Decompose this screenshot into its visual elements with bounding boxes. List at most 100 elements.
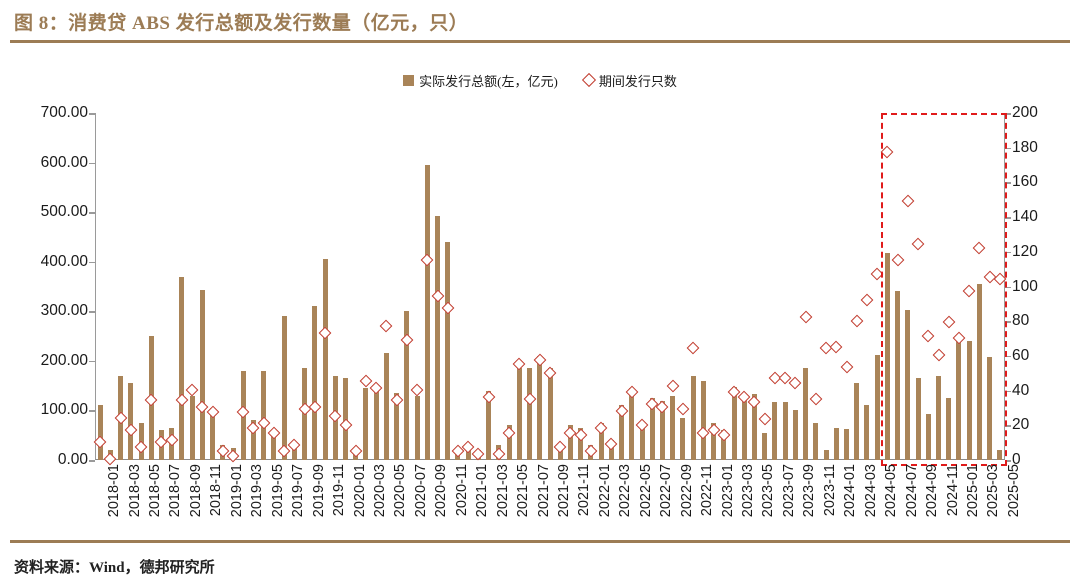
x-tick-label: 2019-03 bbox=[249, 464, 266, 518]
bar[interactable] bbox=[199, 290, 205, 460]
bar[interactable] bbox=[690, 375, 696, 460]
y-tick-left bbox=[89, 360, 95, 363]
y-tick-right bbox=[1005, 286, 1011, 288]
bar[interactable] bbox=[772, 401, 778, 460]
bar[interactable] bbox=[751, 394, 757, 460]
bar[interactable] bbox=[435, 216, 441, 460]
bar[interactable] bbox=[557, 450, 563, 460]
bar[interactable] bbox=[844, 429, 850, 460]
bar[interactable] bbox=[128, 383, 134, 460]
bar[interactable] bbox=[486, 390, 492, 460]
bar[interactable] bbox=[649, 398, 655, 460]
bar[interactable] bbox=[731, 386, 737, 460]
y-tick-label-left: 100.00 bbox=[40, 401, 88, 419]
y-tick-label-left: 500.00 bbox=[40, 203, 88, 221]
bar[interactable] bbox=[680, 417, 686, 460]
y-tick-label-left: 400.00 bbox=[40, 252, 88, 270]
x-tick-label: 2020-09 bbox=[433, 464, 450, 518]
bar[interactable] bbox=[608, 440, 614, 460]
bar[interactable] bbox=[670, 395, 676, 460]
x-tick-label: 2023-05 bbox=[760, 464, 777, 518]
bar[interactable] bbox=[864, 405, 870, 460]
bar[interactable] bbox=[659, 400, 665, 460]
x-tick-label: 2024-05 bbox=[883, 464, 900, 518]
bar[interactable] bbox=[291, 445, 297, 460]
bar[interactable] bbox=[792, 410, 798, 460]
bar[interactable] bbox=[741, 398, 747, 460]
bar[interactable] bbox=[619, 405, 625, 460]
bar[interactable] bbox=[373, 388, 379, 460]
bar[interactable] bbox=[782, 401, 788, 460]
figure-title: 图 8：消费贷 ABS 发行总额及发行数量（亿元，只） bbox=[14, 13, 469, 34]
bar[interactable] bbox=[567, 425, 573, 460]
bar[interactable] bbox=[854, 383, 860, 460]
bar[interactable] bbox=[537, 355, 543, 460]
bar[interactable] bbox=[250, 420, 256, 460]
bar[interactable] bbox=[578, 427, 584, 460]
bar[interactable] bbox=[946, 398, 952, 460]
y-tick-label-right: 40 bbox=[1012, 381, 1030, 399]
bar[interactable] bbox=[629, 388, 635, 460]
bar[interactable] bbox=[394, 393, 400, 460]
x-tick-label: 2023-01 bbox=[719, 464, 736, 518]
bar[interactable] bbox=[874, 354, 880, 460]
y-tick-right bbox=[1005, 251, 1011, 254]
legend-label: 实际发行总额(左，亿元) bbox=[419, 73, 558, 89]
bar[interactable] bbox=[884, 252, 890, 460]
bar[interactable] bbox=[281, 316, 287, 460]
y-tick-right bbox=[1005, 113, 1011, 115]
bar[interactable] bbox=[271, 432, 277, 460]
bar[interactable] bbox=[527, 368, 533, 460]
bar[interactable] bbox=[404, 311, 410, 460]
bar[interactable] bbox=[424, 165, 430, 460]
title-divider-top bbox=[10, 40, 1070, 43]
bar[interactable] bbox=[895, 291, 901, 460]
bar[interactable] bbox=[210, 407, 216, 460]
bar[interactable] bbox=[762, 432, 768, 460]
bar[interactable] bbox=[97, 405, 103, 460]
bar[interactable] bbox=[833, 427, 839, 460]
x-tick-label: 2024-01 bbox=[842, 464, 859, 518]
bar[interactable] bbox=[813, 422, 819, 460]
bar[interactable] bbox=[445, 241, 451, 460]
bar[interactable] bbox=[189, 395, 195, 460]
bar[interactable] bbox=[803, 368, 809, 460]
bar[interactable] bbox=[956, 341, 962, 460]
bar[interactable] bbox=[516, 368, 522, 460]
legend-item-2[interactable]: 期间发行只数 bbox=[581, 71, 677, 90]
bar[interactable] bbox=[179, 276, 185, 460]
bar[interactable] bbox=[383, 353, 389, 460]
source-note: 资料来源：Wind，德邦研究所 bbox=[14, 560, 215, 576]
bar[interactable] bbox=[322, 259, 328, 460]
bar[interactable] bbox=[905, 310, 911, 460]
bar[interactable] bbox=[925, 414, 931, 460]
bar[interactable] bbox=[700, 380, 706, 460]
bar[interactable] bbox=[711, 422, 717, 460]
bar[interactable] bbox=[721, 430, 727, 460]
bar[interactable] bbox=[936, 375, 942, 460]
bar[interactable] bbox=[312, 306, 318, 460]
y-tick-left bbox=[89, 311, 95, 313]
bar[interactable] bbox=[363, 388, 369, 460]
bar[interactable] bbox=[598, 422, 604, 460]
x-tick-label: 2023-03 bbox=[740, 464, 757, 518]
bar[interactable] bbox=[823, 450, 829, 460]
bar[interactable] bbox=[547, 368, 553, 460]
bar[interactable] bbox=[915, 378, 921, 460]
y-tick-label-right: 60 bbox=[1012, 346, 1030, 364]
y-tick-label-right: 160 bbox=[1012, 173, 1038, 191]
bar[interactable] bbox=[976, 284, 982, 460]
legend-diamond-icon bbox=[581, 72, 596, 88]
bar[interactable] bbox=[506, 425, 512, 460]
x-tick-label: 2021-05 bbox=[515, 464, 532, 518]
legend-item-1[interactable]: 实际发行总额(左，亿元) bbox=[403, 71, 558, 90]
bar[interactable] bbox=[261, 370, 267, 460]
x-tick-label: 2021-09 bbox=[556, 464, 572, 518]
bar[interactable] bbox=[987, 356, 993, 460]
bar[interactable] bbox=[414, 395, 420, 460]
x-tick-label: 2021-07 bbox=[535, 464, 552, 518]
bar[interactable] bbox=[639, 422, 645, 460]
bar[interactable] bbox=[966, 341, 972, 460]
y-tick-label-left: 200.00 bbox=[40, 351, 88, 369]
bar[interactable] bbox=[997, 450, 1003, 460]
